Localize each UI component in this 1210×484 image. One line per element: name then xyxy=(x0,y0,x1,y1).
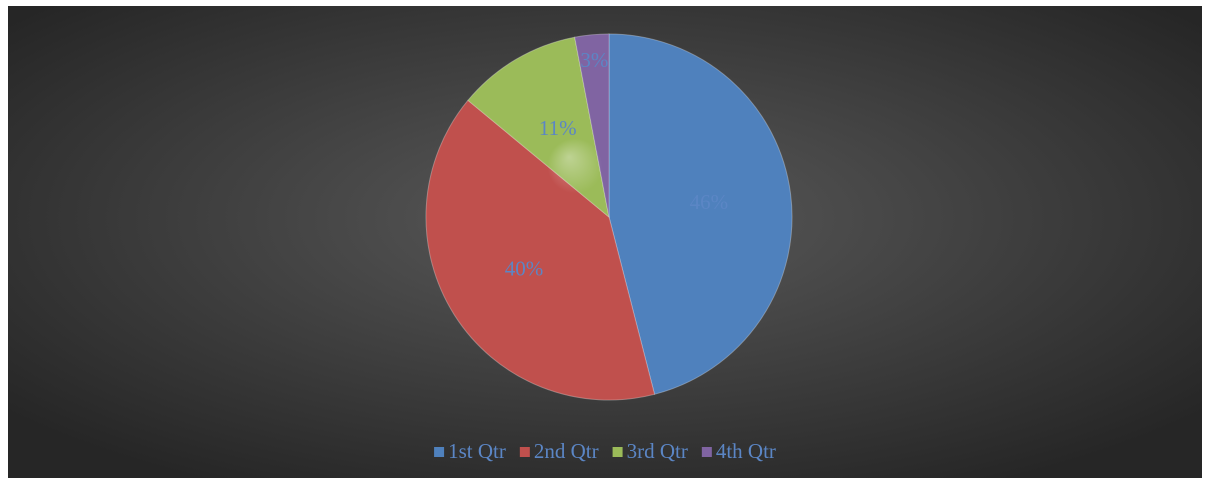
legend-marker xyxy=(612,447,623,457)
legend-label: 2nd Qtr xyxy=(534,439,599,463)
data-label: 40% xyxy=(505,257,544,281)
legend-marker xyxy=(701,447,712,457)
legend-marker xyxy=(434,447,445,457)
data-label: 11% xyxy=(539,116,577,140)
data-label: 3% xyxy=(580,48,608,72)
legend-label: 1st Qtr xyxy=(448,439,506,463)
legend-label: 3rd Qtr xyxy=(627,439,688,463)
legend-label: 4th Qtr xyxy=(716,439,776,463)
legend-marker xyxy=(519,447,530,457)
data-label: 46% xyxy=(690,190,729,214)
